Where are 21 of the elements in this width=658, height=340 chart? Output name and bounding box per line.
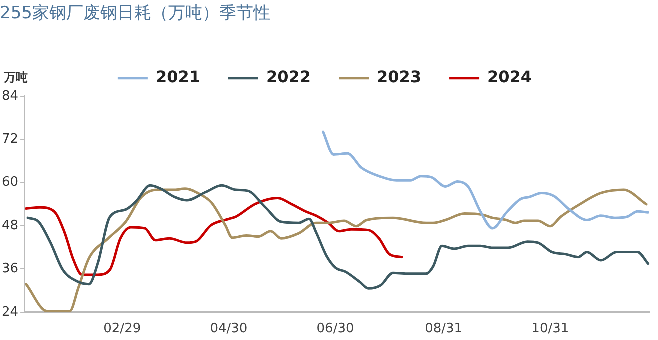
y-tick-label: 48	[2, 218, 19, 234]
x-tick-label: 06/30	[316, 322, 354, 337]
y-tick-label: 24	[2, 304, 19, 320]
legend-label: 2022	[266, 68, 311, 87]
line-series	[25, 188, 648, 312]
line-series	[322, 130, 650, 230]
line-series	[25, 197, 404, 276]
line-series	[26, 184, 650, 290]
y-axis-title: 万吨	[3, 70, 28, 85]
x-tick-label: 04/30	[210, 322, 248, 337]
chart-title: 255家钢厂废钢日耗（万吨）季节性	[0, 4, 270, 24]
y-tick-label: 72	[2, 132, 19, 147]
y-tick-label: 84	[2, 88, 19, 104]
x-tick-label: 08/31	[425, 322, 463, 337]
legend-label: 2023	[377, 68, 422, 87]
legend-label: 2024	[488, 68, 532, 87]
x-tick-label: 02/29	[104, 322, 142, 337]
legend-label: 2021	[156, 68, 200, 87]
x-tick-label: 10/31	[532, 322, 570, 337]
y-tick-label: 36	[2, 262, 19, 277]
y-tick-label: 60	[2, 175, 19, 190]
